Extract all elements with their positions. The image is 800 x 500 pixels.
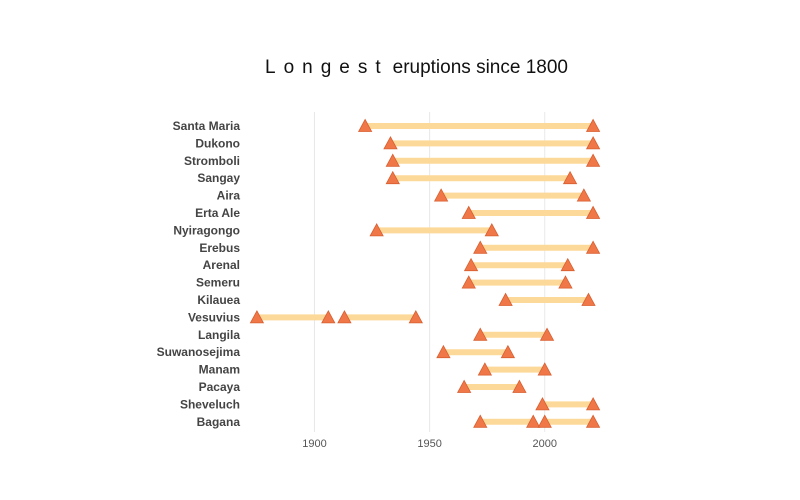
grid-lines	[313, 112, 546, 432]
eruption-marker	[385, 153, 400, 167]
volcano-label: Stromboli	[184, 154, 240, 168]
volcano-label: Pacaya	[199, 380, 241, 394]
eruption-marker	[463, 257, 479, 272]
eruption-marker	[537, 362, 552, 376]
volcano-label: Manam	[199, 363, 240, 377]
volcano-label: Santa Maria	[173, 119, 241, 133]
eruption-marker	[385, 170, 400, 185]
eruption-marker	[585, 118, 601, 132]
volcano-label: Bagana	[197, 415, 241, 429]
eruption-marker	[461, 275, 476, 289]
eruption-marker	[526, 414, 541, 428]
volcano-label: Langila	[198, 328, 240, 342]
eruption-marker	[539, 327, 555, 341]
eruption-marker	[512, 379, 527, 393]
volcano-label: Sheveluch	[180, 397, 240, 411]
eruption-marker	[585, 414, 601, 428]
volcano-label: Arenal	[203, 258, 240, 272]
eruption-marker	[484, 223, 499, 237]
eruption-marker	[473, 414, 488, 428]
eruption-marker	[433, 188, 449, 202]
volcano-label: Semeru	[196, 276, 240, 290]
eruption-marker	[456, 379, 472, 393]
eruption-marker	[473, 327, 488, 341]
eruption-marker	[477, 362, 493, 376]
eruption-marker	[249, 310, 265, 324]
volcano-label: Kilauea	[197, 293, 240, 307]
eruption-marker	[558, 275, 573, 289]
volcano-labels: Santa Maria Dukono Stromboli Sangay Aira Erta…	[157, 119, 241, 429]
eruption-marker	[408, 310, 423, 324]
x-axis-ticks: 1900 1950 2000	[302, 438, 557, 450]
eruption-marker	[585, 153, 601, 167]
eruption-markers	[249, 118, 601, 428]
eruption-marker	[585, 205, 601, 219]
eruption-marker	[383, 136, 398, 150]
eruption-marker	[537, 414, 552, 428]
volcano-label: Erta Ale	[195, 206, 240, 220]
eruption-marker	[576, 188, 592, 202]
eruption-marker	[500, 344, 516, 359]
eruption-marker	[498, 292, 513, 306]
eruption-marker	[585, 136, 601, 150]
x-tick-label: 1900	[302, 438, 326, 450]
eruption-marker	[560, 257, 575, 272]
x-tick-label: 2000	[532, 438, 556, 450]
eruption-marker	[369, 223, 384, 237]
x-tick-label: 1950	[417, 438, 441, 450]
volcano-label: Nyiragongo	[173, 223, 240, 237]
title-spaced: Longest	[265, 57, 389, 78]
eruption-marker	[337, 310, 352, 324]
volcano-label: Aira	[217, 189, 241, 203]
eruption-marker	[585, 397, 601, 411]
eruption-marker	[535, 397, 550, 411]
eruption-marker	[473, 240, 488, 254]
volcano-label: Suwanosejima	[157, 345, 241, 359]
eruption-marker	[562, 170, 578, 185]
volcano-label: Sangay	[197, 171, 240, 185]
volcano-label: Dukono	[195, 136, 240, 150]
title-rest: eruptions since 1800	[393, 57, 568, 78]
volcano-label: Vesuvius	[188, 310, 240, 324]
eruption-marker	[321, 310, 336, 324]
volcano-label: Erebus	[199, 241, 240, 255]
eruption-marker	[585, 240, 601, 254]
eruption-bars	[256, 123, 594, 425]
eruption-marker	[357, 118, 373, 132]
eruption-marker	[436, 344, 451, 359]
eruption-marker	[461, 205, 476, 219]
chart-title: Longest eruptions since 1800	[265, 57, 568, 78]
eruption-marker	[581, 292, 596, 306]
